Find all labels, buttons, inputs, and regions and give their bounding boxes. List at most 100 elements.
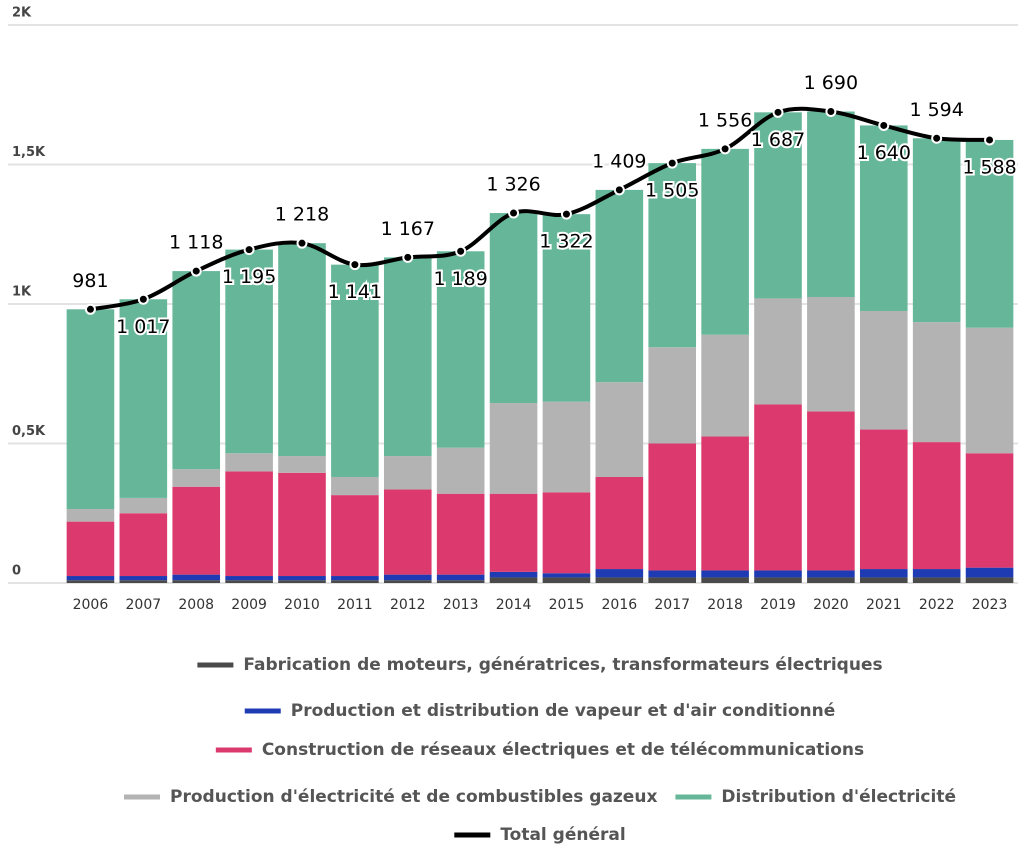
total-point: [349, 259, 361, 271]
bar-segment: [542, 573, 591, 578]
total-point: [190, 265, 202, 277]
bar-segment: [595, 382, 644, 477]
data-label: 1 167: [381, 218, 435, 240]
legend-row: Construction de réseaux électriques et d…: [215, 740, 864, 760]
bar-segment: [754, 577, 802, 583]
bar-segment: [278, 576, 326, 581]
x-tick-label: 2006: [73, 597, 109, 613]
y-tick-label: 1,5K: [12, 145, 46, 160]
bar-segment: [754, 570, 802, 578]
bar-segment: [595, 577, 644, 583]
legend-row: Production d'électricité et de combustib…: [124, 787, 956, 807]
legend-item: Production et distribution de vapeur et …: [244, 701, 835, 721]
bar-segment: [648, 577, 697, 583]
bar-segment: [278, 456, 326, 473]
bar-segment: [965, 139, 1014, 328]
bar-segment: [701, 334, 749, 437]
legend-item: Distribution d'électricité: [675, 787, 956, 807]
bar-segment: [807, 111, 855, 298]
data-label: 1 588: [962, 156, 1016, 178]
bar-segment: [542, 401, 591, 493]
data-label: 1 690: [804, 72, 858, 94]
bar-segment: [542, 214, 591, 402]
x-tick-label: 2022: [919, 597, 955, 613]
bar-segment: [66, 509, 115, 522]
bar-segment: [331, 576, 379, 581]
bar-segment: [542, 577, 591, 583]
bar-segment: [383, 574, 432, 581]
bar-segment: [807, 297, 855, 412]
legend-label: Distribution d'électricité: [721, 787, 956, 807]
bar-segment: [66, 521, 115, 577]
bar-segment: [807, 570, 855, 578]
total-point: [508, 207, 520, 219]
total-point: [984, 134, 996, 146]
bar-segment: [701, 436, 749, 571]
bar-segment: [754, 112, 802, 299]
y-tick-label: 2K: [12, 6, 32, 21]
legend-label: Fabrication de moteurs, génératrices, tr…: [243, 655, 882, 675]
total-point: [455, 245, 467, 257]
data-label: 1 640: [857, 142, 911, 164]
bar-segment: [859, 569, 908, 578]
x-tick-label: 2008: [178, 597, 214, 613]
bar-segment: [912, 442, 961, 570]
bar-segment: [648, 347, 697, 444]
bar-segment: [595, 569, 644, 578]
bar-segment: [225, 453, 273, 472]
x-tick-label: 2011: [337, 597, 373, 613]
bar-segment: [278, 472, 326, 577]
bar-segment: [859, 310, 908, 430]
bar-segment: [807, 577, 855, 583]
bar-segment: [436, 493, 485, 575]
legend-label: Construction de réseaux électriques et d…: [262, 740, 864, 760]
legend-item: Fabrication de moteurs, génératrices, tr…: [197, 655, 883, 675]
total-point: [878, 119, 890, 131]
legend-item: Construction de réseaux électriques et d…: [215, 740, 864, 760]
total-point: [137, 293, 149, 305]
bar-segment: [754, 404, 802, 571]
bar-segment: [859, 429, 908, 570]
legend-label: Production d'électricité et de combustib…: [170, 787, 657, 807]
bar-segment: [225, 471, 273, 577]
x-tick-label: 2014: [496, 597, 532, 613]
bar-segment: [172, 486, 221, 575]
bar-segment: [331, 580, 379, 583]
bar-segment: [595, 476, 644, 570]
bar-segment: [859, 125, 908, 311]
total-point: [296, 237, 308, 249]
y-tick-label: 1K: [12, 285, 32, 300]
legend-label: Total général: [500, 825, 625, 845]
x-tick-label: 2010: [284, 597, 320, 613]
bar-segment: [66, 576, 115, 581]
data-label: 1 505: [645, 180, 699, 202]
bar-segment: [912, 322, 961, 443]
data-label: 1 409: [592, 150, 646, 172]
bar-segment: [595, 189, 644, 383]
bar-segment: [489, 213, 538, 404]
x-tick-label: 2016: [602, 597, 638, 613]
bar-segment: [648, 163, 697, 348]
bar-segment: [331, 264, 379, 477]
total-point: [243, 244, 255, 256]
bar-segment: [119, 299, 168, 498]
data-label: 1 687: [751, 129, 805, 151]
legend-item: Total général: [454, 825, 626, 845]
x-tick-label: 2019: [760, 597, 796, 613]
bar-segment: [172, 271, 221, 470]
bar-segment: [701, 570, 749, 578]
data-label: 1 556: [698, 109, 752, 131]
bar-segment: [383, 456, 432, 490]
total-point: [666, 157, 678, 169]
data-label: 1 218: [275, 204, 329, 226]
bar-segment: [436, 580, 485, 583]
bar-segment: [383, 257, 432, 457]
bar-segment: [965, 577, 1014, 583]
total-point: [772, 106, 784, 118]
bar-segment: [119, 497, 168, 514]
data-label: 1 322: [539, 231, 593, 253]
y-tick-label: 0,5K: [12, 424, 46, 439]
data-label: 1 118: [169, 232, 223, 254]
data-label: 981: [72, 270, 108, 292]
